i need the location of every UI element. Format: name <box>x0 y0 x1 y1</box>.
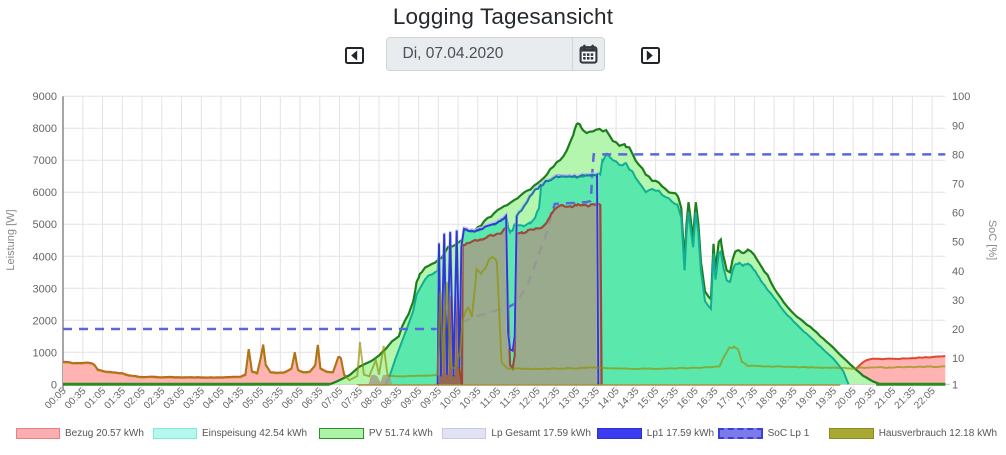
svg-text:20:05: 20:05 <box>833 386 859 412</box>
svg-text:12:35: 12:35 <box>537 386 563 412</box>
svg-text:19:05: 19:05 <box>794 386 820 412</box>
svg-text:10:35: 10:35 <box>458 386 484 412</box>
svg-text:09:05: 09:05 <box>399 386 425 412</box>
svg-text:90: 90 <box>952 120 964 132</box>
svg-text:03:35: 03:35 <box>181 386 207 412</box>
svg-text:6000: 6000 <box>33 187 57 199</box>
svg-text:14:05: 14:05 <box>596 386 622 412</box>
svg-text:05:35: 05:35 <box>260 386 286 412</box>
svg-text:1: 1 <box>952 379 958 391</box>
svg-text:07:05: 07:05 <box>320 386 346 412</box>
svg-text:100: 100 <box>952 91 970 103</box>
svg-text:14:35: 14:35 <box>616 386 642 412</box>
svg-text:15:35: 15:35 <box>655 386 681 412</box>
svg-text:15:05: 15:05 <box>636 386 662 412</box>
svg-text:10:05: 10:05 <box>438 386 464 412</box>
svg-text:7000: 7000 <box>33 155 57 167</box>
svg-text:11:05: 11:05 <box>478 386 503 411</box>
svg-text:01:05: 01:05 <box>83 386 109 412</box>
svg-text:50: 50 <box>952 237 964 249</box>
svg-text:13:05: 13:05 <box>557 386 583 412</box>
svg-text:16:05: 16:05 <box>675 386 701 412</box>
svg-text:60: 60 <box>952 208 964 220</box>
svg-text:12:05: 12:05 <box>517 386 543 412</box>
svg-text:Leistung [W]: Leistung [W] <box>5 209 17 270</box>
svg-text:2000: 2000 <box>33 315 57 327</box>
svg-text:80: 80 <box>952 149 964 161</box>
svg-text:1000: 1000 <box>33 347 57 359</box>
svg-text:03:05: 03:05 <box>162 386 188 412</box>
svg-text:8000: 8000 <box>33 123 57 135</box>
svg-text:02:35: 02:35 <box>142 386 168 412</box>
svg-text:08:05: 08:05 <box>359 386 385 412</box>
svg-text:10: 10 <box>952 353 964 365</box>
svg-text:01:35: 01:35 <box>102 386 128 412</box>
svg-text:SoC [%]: SoC [%] <box>986 220 998 260</box>
svg-text:17:35: 17:35 <box>735 386 761 412</box>
svg-text:04:35: 04:35 <box>221 386 247 412</box>
svg-text:4000: 4000 <box>33 251 57 263</box>
svg-text:06:05: 06:05 <box>280 386 306 412</box>
svg-text:18:05: 18:05 <box>754 386 780 412</box>
svg-text:07:35: 07:35 <box>339 386 365 412</box>
svg-text:22:05: 22:05 <box>912 386 938 412</box>
svg-text:16:35: 16:35 <box>695 386 721 412</box>
svg-text:08:35: 08:35 <box>379 386 405 412</box>
svg-text:21:05: 21:05 <box>873 386 899 412</box>
svg-text:3000: 3000 <box>33 283 57 295</box>
svg-text:21:35: 21:35 <box>893 386 919 412</box>
svg-text:05:05: 05:05 <box>241 386 267 412</box>
svg-text:30: 30 <box>952 295 964 307</box>
svg-text:70: 70 <box>952 179 964 191</box>
svg-text:02:05: 02:05 <box>122 386 148 412</box>
svg-text:19:35: 19:35 <box>814 386 840 412</box>
svg-text:06:35: 06:35 <box>300 386 326 412</box>
svg-text:20: 20 <box>952 324 964 336</box>
svg-text:09:35: 09:35 <box>418 386 444 412</box>
svg-text:00:35: 00:35 <box>63 386 89 412</box>
svg-text:40: 40 <box>952 266 964 278</box>
svg-text:5000: 5000 <box>33 219 57 231</box>
svg-text:17:05: 17:05 <box>715 386 741 412</box>
svg-text:18:35: 18:35 <box>774 386 800 412</box>
svg-text:04:05: 04:05 <box>201 386 227 412</box>
svg-text:20:35: 20:35 <box>853 386 879 412</box>
svg-text:00:05: 00:05 <box>43 386 69 412</box>
svg-text:0: 0 <box>51 379 57 391</box>
svg-text:13:35: 13:35 <box>576 386 602 412</box>
svg-text:9000: 9000 <box>33 91 57 103</box>
